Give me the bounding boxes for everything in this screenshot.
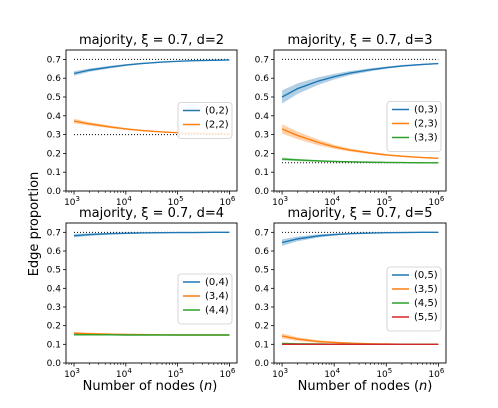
panel-title: majority, ξ = 0.7, d=3 [288,33,433,48]
y-tick-label: 0.5 [47,266,61,276]
series-line [73,231,230,237]
legend-box [177,273,233,325]
y-tick-label: 0.6 [47,74,62,84]
axes-frame [273,222,447,364]
x-tick-label: 104 [324,195,340,208]
legend-label: (0,5) [414,270,438,281]
y-tick-label: 0.1 [47,340,61,350]
y-tick-label: 0.4 [47,112,62,122]
y-tick-label: 0.4 [47,284,62,294]
y-tick-label: 0.7 [255,55,269,65]
panel-title: majority, ξ = 0.7, d=4 [79,206,224,221]
axes-frame [65,222,238,364]
y-tick-label: 0.3 [47,131,61,141]
x-tick-label: 104 [324,367,340,380]
y-tick-label: 0.4 [255,284,270,294]
x-tick-label: 105 [376,367,392,380]
legend-label: (0,2) [205,106,229,117]
legend: (0,4) (3,4) (4,4) [177,273,233,325]
legend: (0,3) (2,3) (3,3) [386,101,442,152]
y-tick-label: 0.5 [255,93,269,103]
legend-label: (3,5) [414,284,438,295]
legend-label: (4,5) [414,298,438,309]
legend-label: (3,3) [414,133,438,144]
legend: (0,2) (2,2) [177,102,233,139]
series-line [73,59,230,75]
series-line [281,231,439,244]
y-tick-label: 0.6 [255,247,270,257]
x-tick-label: 105 [376,195,392,208]
legend: (0,5) (3,5) (4,5) (5,5) [386,266,442,332]
y-tick-label: 0.3 [255,131,269,141]
panel-title: majority, ξ = 0.7, d=2 [79,33,224,48]
y-tick-label: 0.7 [47,55,61,65]
panel-3: majority, ξ = 0.7, d=4 0.0 0.1 0.2 0.3 0.4 0.5… [47,206,238,380]
y-tick-label: 0.3 [255,303,269,313]
legend-label: (0,4) [205,277,229,288]
y-tick-label: 0.6 [255,74,270,84]
x-tick-label: 105 [168,195,184,208]
series-line [281,62,439,98]
x-tick-label: 103 [272,195,288,208]
series-band [74,59,230,76]
y-tick-label: 0.3 [47,303,61,313]
panel-1: majority, ξ = 0.7, d=2 0.0 0.1 0.2 0.3 0.4 0.5… [47,33,238,208]
legend-label: (5,5) [414,312,438,323]
x-axis-label-right: Number of nodes (n) [298,379,433,394]
x-tick-label: 106 [428,367,444,380]
series-band [282,62,439,104]
x-tick-label: 106 [219,367,235,380]
axes-frame [65,49,238,192]
x-tick-label: 103 [64,195,80,208]
y-tick-label: 0.4 [255,112,270,122]
y-axis-label: Edge proportion [27,172,42,277]
y-tick-label: 0.0 [47,359,62,369]
x-tick-label: 106 [428,195,444,208]
series-line [282,158,439,164]
x-tick-label: 103 [64,367,80,380]
axes-frame [273,49,447,192]
x-axis-label-left: Number of nodes (n) [83,379,218,394]
x-tick-label: 104 [116,367,132,380]
series-line [281,335,439,346]
y-tick-label: 0.7 [255,228,269,238]
legend-label: (2,3) [414,119,438,130]
x-tick-label: 106 [219,195,235,208]
y-tick-label: 0.0 [255,359,270,369]
y-tick-label: 0.1 [47,168,61,178]
x-tick-label: 103 [272,367,288,380]
x-tick-label: 104 [116,195,132,208]
y-tick-label: 0.2 [47,149,61,159]
y-tick-label: 0.1 [255,340,269,350]
y-tick-label: 0.6 [47,247,62,257]
panel-4: majority, ξ = 0.7, d=5 0.0 0.1 0.2 0.3 0.4 0.5… [255,206,447,380]
y-tick-label: 0.2 [255,322,269,332]
y-tick-label: 0.5 [47,93,61,103]
panel-2: majority, ξ = 0.7, d=3 0.0 0.1 0.2 0.3 0.4 0.5… [255,33,447,208]
legend-box [386,266,442,332]
legend-label: (3,4) [205,291,229,302]
legend-label: (0,3) [414,105,438,116]
y-tick-label: 0.5 [255,266,269,276]
y-tick-label: 0.2 [255,149,269,159]
series-band [282,157,439,164]
legend-box [177,102,233,139]
series-band [282,232,439,246]
legend-label: (2,2) [205,120,229,131]
y-tick-label: 0.0 [255,187,270,197]
y-tick-label: 0.7 [47,228,61,238]
y-tick-label: 0.2 [47,322,61,332]
panel-title: majority, ξ = 0.7, d=5 [288,206,433,221]
series-line [281,128,439,159]
y-tick-label: 0.0 [47,187,62,197]
x-tick-label: 105 [168,367,184,380]
y-tick-label: 0.1 [255,168,269,178]
legend-label: (4,4) [205,305,229,316]
legend-box [386,101,442,152]
